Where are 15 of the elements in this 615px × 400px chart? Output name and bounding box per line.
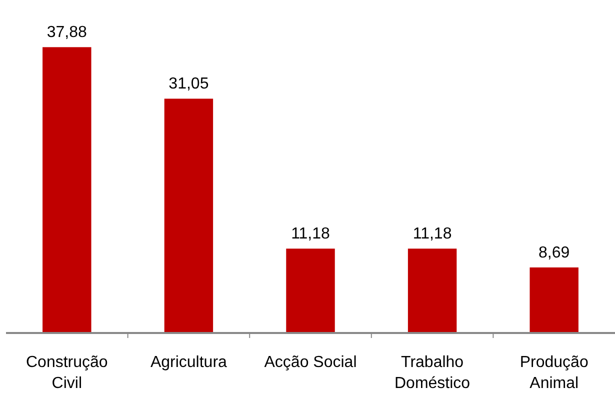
- bar: [42, 47, 92, 333]
- x-tick-label: Acção Social: [264, 354, 357, 371]
- bar: [408, 248, 457, 333]
- bar: [530, 267, 578, 333]
- x-tick-label: Construção Civil: [26, 354, 108, 392]
- data-label: 11,18: [291, 226, 330, 243]
- data-label: 11,18: [412, 226, 452, 243]
- data-label: 37,88: [46, 24, 88, 42]
- x-tick-label: Produção Animal: [520, 354, 588, 392]
- bar: [286, 248, 335, 333]
- x-tick-label: Trabalho Doméstico: [394, 354, 470, 392]
- x-tick-label: Agricultura: [150, 354, 228, 371]
- data-label: 31,05: [168, 76, 209, 93]
- data-label: 8,69: [538, 244, 570, 262]
- bar: [164, 98, 214, 333]
